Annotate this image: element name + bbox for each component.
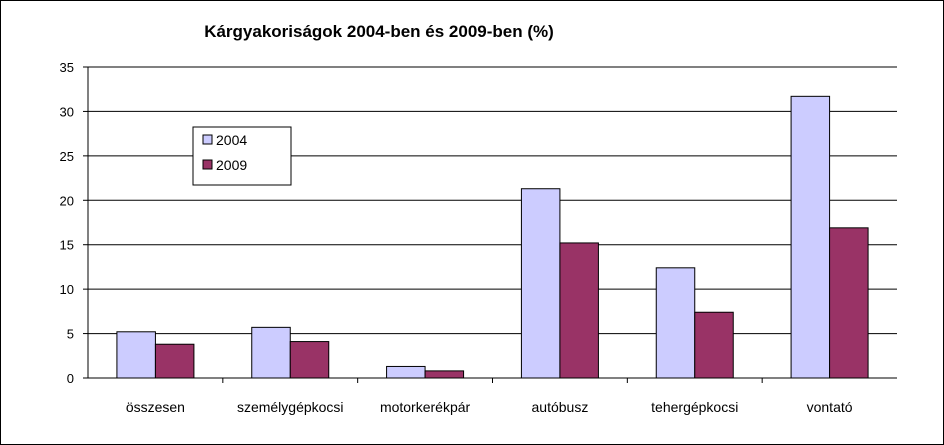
legend-swatch-2004	[202, 134, 213, 145]
bar-2004-2	[386, 365, 426, 379]
y-tick-label: 30	[60, 104, 74, 119]
y-tick-label: 10	[60, 282, 74, 297]
y-tick-label: 20	[60, 193, 74, 208]
bar-2004-0	[116, 331, 156, 379]
x-category-label: tehergépkocsi	[651, 399, 738, 415]
y-tick-label: 0	[67, 371, 74, 386]
bar-2009-1	[289, 341, 330, 379]
bar-2004-5	[790, 95, 831, 379]
y-tick-label: 35	[60, 60, 74, 75]
bar-2009-4	[694, 311, 734, 379]
y-tick-label: 25	[60, 149, 74, 164]
bars	[116, 95, 869, 379]
x-category-label: vontató	[807, 399, 853, 415]
gridlines	[88, 66, 897, 335]
bar-2004-4	[655, 267, 696, 379]
y-tick-label: 15	[60, 238, 74, 253]
bar-2004-1	[251, 326, 291, 379]
axes: 0 5 10 15 20 25 30 35 összesen személygépkocsi mot…	[60, 60, 897, 415]
bar-2004-3	[520, 188, 561, 379]
x-category-label: motorkerékpár	[380, 399, 471, 415]
x-category-label: összesen	[126, 399, 185, 415]
chart-title: Kárgyakoriságok 2004-ben és 2009-ben (%)	[204, 22, 554, 41]
y-tick-label: 5	[67, 327, 74, 342]
x-category-label: autóbusz	[532, 399, 589, 415]
bar-2009-2	[424, 370, 465, 379]
legend-label-2009: 2009	[216, 157, 247, 173]
bar-2009-5	[829, 227, 869, 379]
x-category-label: személygépkocsi	[237, 399, 344, 415]
bar-2009-0	[154, 343, 195, 379]
legend-swatch-2009	[202, 159, 213, 170]
legend-label-2004: 2004	[216, 132, 247, 148]
bar-2009-3	[559, 242, 599, 379]
legend: 2004 2009	[192, 126, 292, 186]
